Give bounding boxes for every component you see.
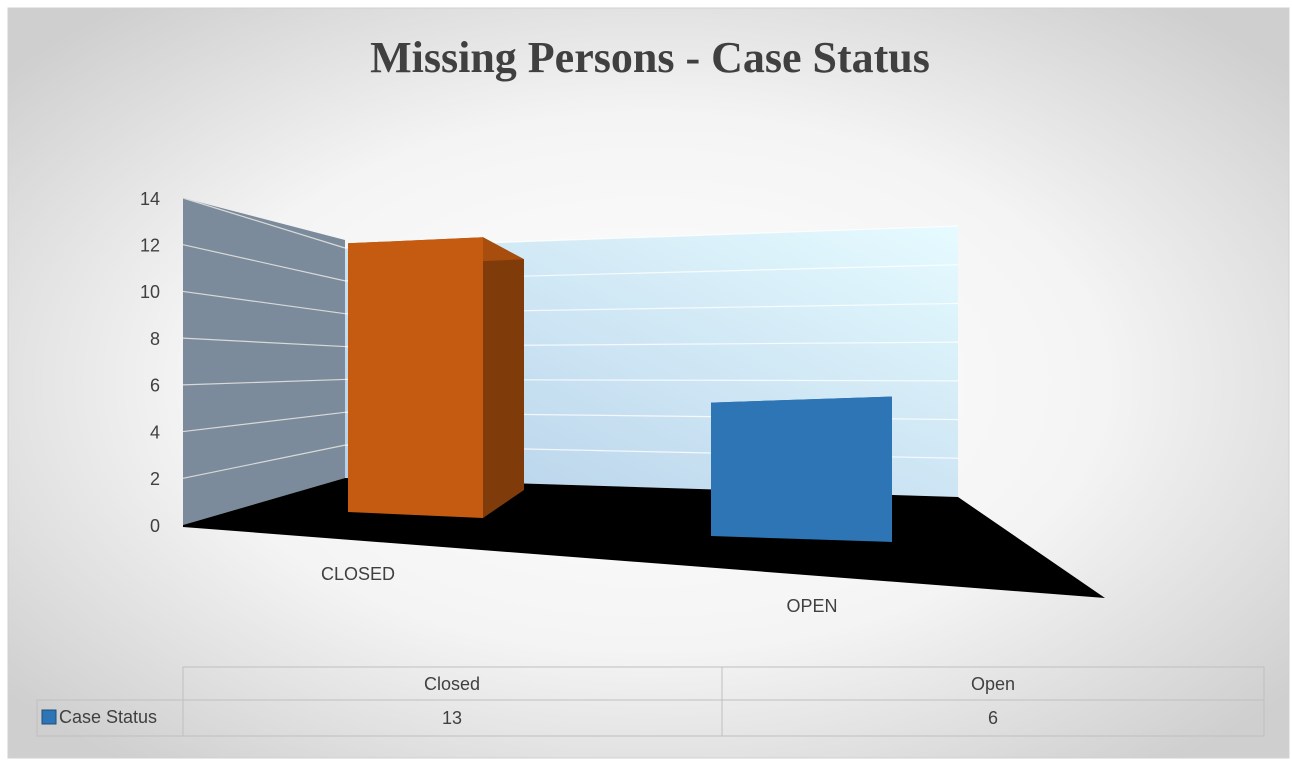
y-tick-label: 12 [140, 235, 160, 255]
chart-title: Missing Persons - Case Status [370, 33, 930, 82]
y-tick-label: 0 [150, 516, 160, 536]
y-tick-label: 8 [150, 329, 160, 349]
grid-line [182, 444, 346, 479]
grid-line [182, 378, 346, 386]
data-table [36, 666, 1265, 737]
grid-line [182, 337, 346, 348]
legend-label: Case Status [59, 707, 157, 727]
y-tick-label: 10 [140, 282, 160, 302]
table-value: 6 [988, 708, 998, 728]
bar-side [483, 237, 524, 519]
x-tick-label: CLOSED [321, 564, 395, 584]
bar [711, 396, 892, 542]
legend-key [41, 709, 57, 725]
bar [348, 237, 483, 519]
x-tick-label: OPEN [786, 596, 837, 616]
y-tick-label: 2 [150, 469, 160, 489]
y-tick-label: 6 [150, 376, 160, 396]
table-value: 13 [442, 708, 462, 728]
grid-line [182, 197, 346, 249]
y-tick-label: 4 [150, 422, 160, 442]
y-tick-label: 14 [140, 189, 160, 209]
side-wall [183, 198, 345, 525]
table-header: Open [971, 674, 1015, 694]
grid-line [182, 411, 346, 433]
grid-line [182, 244, 346, 282]
table-header: Closed [424, 674, 480, 694]
grid-line [182, 290, 346, 315]
